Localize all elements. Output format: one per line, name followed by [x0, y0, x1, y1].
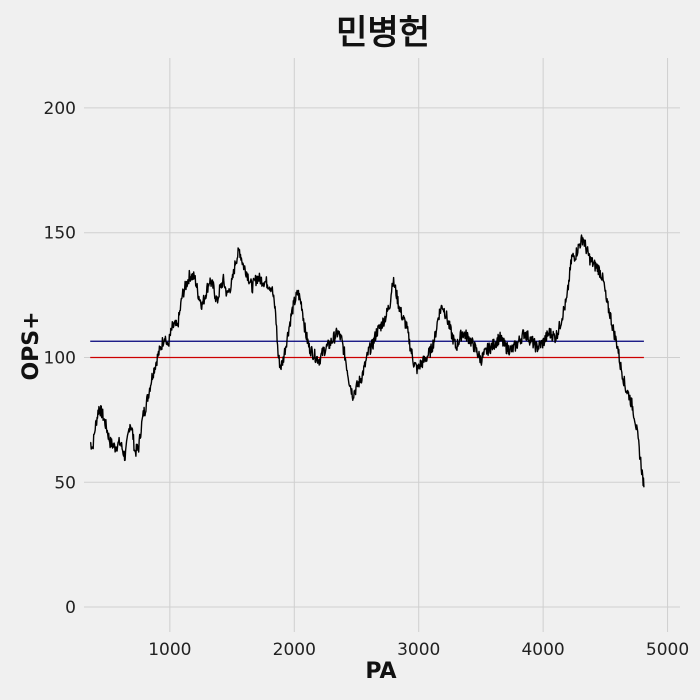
y-axis-label: OPS+ — [19, 311, 44, 380]
y-tick-label: 200 — [44, 99, 76, 119]
x-tick-label: 2000 — [273, 640, 316, 660]
grid-lines — [84, 58, 680, 632]
chart-title: 민병헌 — [336, 13, 430, 53]
x-tick-label: 3000 — [397, 640, 440, 660]
ops-plus-line — [90, 234, 645, 488]
y-tick-label: 50 — [54, 473, 76, 493]
x-tick-label: 4000 — [521, 640, 564, 660]
tick-labels: 1000 2000 3000 4000 5000 0 50 100 150 200 — [44, 99, 690, 660]
x-axis-label: PA — [365, 659, 396, 684]
y-tick-label: 150 — [44, 224, 76, 244]
y-tick-label: 100 — [44, 348, 76, 368]
y-tick-label: 0 — [65, 598, 76, 618]
x-tick-label: 1000 — [148, 640, 191, 660]
x-tick-label: 5000 — [646, 640, 689, 660]
series-layer — [90, 234, 645, 488]
